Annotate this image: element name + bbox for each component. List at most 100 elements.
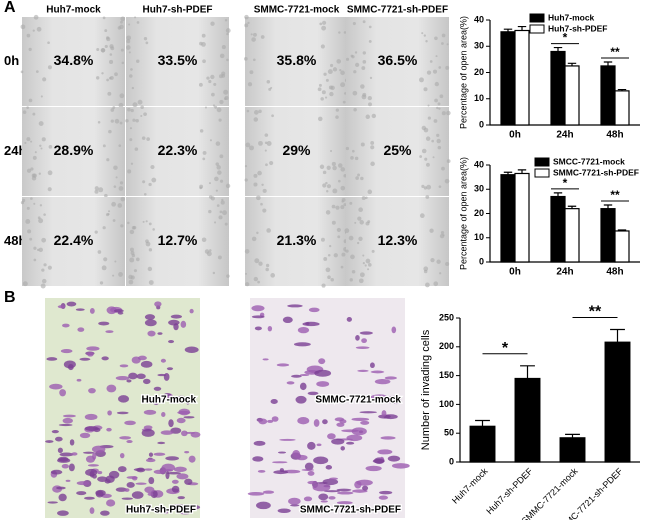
stained-cell	[163, 469, 174, 472]
stained-cell	[160, 358, 166, 363]
cell-texture	[110, 119, 114, 123]
cell-texture	[41, 137, 46, 142]
y-tick-label: 30	[474, 41, 484, 51]
cell-texture	[341, 200, 344, 203]
stained-cell	[65, 479, 71, 482]
column-label: SMMC-7721-sh-PDEF	[347, 5, 448, 16]
cell-texture	[129, 247, 134, 252]
cell-texture	[26, 106, 29, 109]
cell-texture	[362, 261, 365, 265]
stained-cell	[252, 456, 264, 462]
stained-cell	[56, 486, 66, 490]
cell-texture	[208, 182, 211, 185]
stained-cell	[76, 378, 82, 382]
stained-cell	[379, 490, 393, 495]
cell-texture	[128, 23, 131, 26]
cell-texture	[336, 59, 342, 64]
stained-cell	[391, 463, 410, 469]
cell-texture	[266, 228, 271, 233]
stained-cell	[359, 411, 377, 414]
cell-texture	[256, 231, 259, 235]
cell-texture	[100, 47, 106, 53]
stained-cell	[331, 438, 345, 445]
cell-texture	[370, 141, 375, 145]
stained-cell	[318, 358, 326, 365]
stained-cell	[61, 463, 69, 469]
cell-texture	[119, 24, 124, 30]
cell-texture	[38, 218, 44, 224]
cell-texture	[244, 23, 249, 28]
open-area-value: 12.7%	[158, 232, 198, 248]
open-area-value: 22.3%	[158, 142, 198, 158]
cell-texture	[340, 205, 345, 210]
cell-texture	[344, 92, 347, 95]
stained-cell	[68, 463, 75, 472]
cell-texture	[333, 253, 338, 258]
cell-texture	[208, 209, 212, 214]
cell-texture	[127, 107, 131, 112]
cell-texture	[142, 180, 146, 184]
cell-texture	[106, 158, 110, 162]
stained-cell	[51, 429, 59, 434]
stained-cell	[140, 505, 145, 509]
open-area-value: 29%	[282, 142, 311, 158]
stained-cell	[55, 436, 63, 442]
y-tick-label: 0	[479, 119, 484, 129]
cell-texture	[442, 234, 445, 237]
cell-texture	[129, 74, 133, 78]
cell-texture	[128, 279, 134, 285]
cell-texture	[125, 45, 131, 50]
stained-cell	[361, 338, 367, 344]
stained-cell	[57, 305, 66, 309]
stained-cell	[143, 409, 157, 415]
cell-texture	[349, 278, 353, 282]
stained-cell	[145, 458, 156, 463]
cell-texture	[111, 201, 117, 207]
stained-cell	[282, 316, 293, 324]
cell-texture	[367, 95, 372, 101]
cell-texture	[29, 237, 33, 241]
cell-texture	[367, 268, 370, 271]
y-tick-label: 10	[474, 232, 484, 242]
transwell-label: SMMC-7721-mock	[315, 395, 401, 406]
cell-texture	[219, 210, 223, 214]
cell-texture	[436, 133, 440, 137]
cell-texture	[441, 42, 444, 45]
cell-texture	[24, 141, 27, 145]
stained-cell	[343, 507, 350, 511]
cell-texture	[30, 140, 33, 143]
cell-texture	[351, 269, 356, 274]
cell-texture	[327, 69, 333, 75]
stained-cell	[135, 482, 147, 485]
cell-texture	[421, 148, 427, 154]
cell-texture	[143, 192, 147, 196]
stained-cell	[60, 348, 73, 354]
cell-texture	[26, 168, 32, 173]
cell-texture	[426, 162, 430, 167]
cell-texture	[202, 59, 206, 64]
cell-texture	[141, 136, 146, 140]
wound-image	[22, 197, 125, 286]
cell-texture	[365, 221, 370, 226]
cell-texture	[359, 272, 365, 278]
cell-texture	[129, 229, 135, 235]
stained-cell	[171, 479, 179, 484]
stained-cell	[365, 465, 382, 472]
open-area-value: 33.5%	[158, 52, 198, 68]
stained-cell	[346, 316, 352, 322]
cell-texture	[253, 117, 259, 122]
cell-texture	[423, 87, 428, 92]
stained-cell	[171, 485, 180, 493]
stained-cell	[313, 456, 329, 465]
cell-texture	[368, 102, 372, 107]
cell-texture	[444, 178, 450, 184]
error-bar	[475, 419, 490, 427]
stained-cell	[165, 471, 170, 480]
bar	[559, 437, 586, 463]
cell-texture	[352, 21, 356, 26]
cell-texture	[208, 195, 213, 199]
y-tick-label: 10	[474, 93, 484, 103]
cell-texture	[331, 161, 336, 167]
stained-cell	[184, 478, 193, 485]
cell-texture	[371, 249, 375, 253]
